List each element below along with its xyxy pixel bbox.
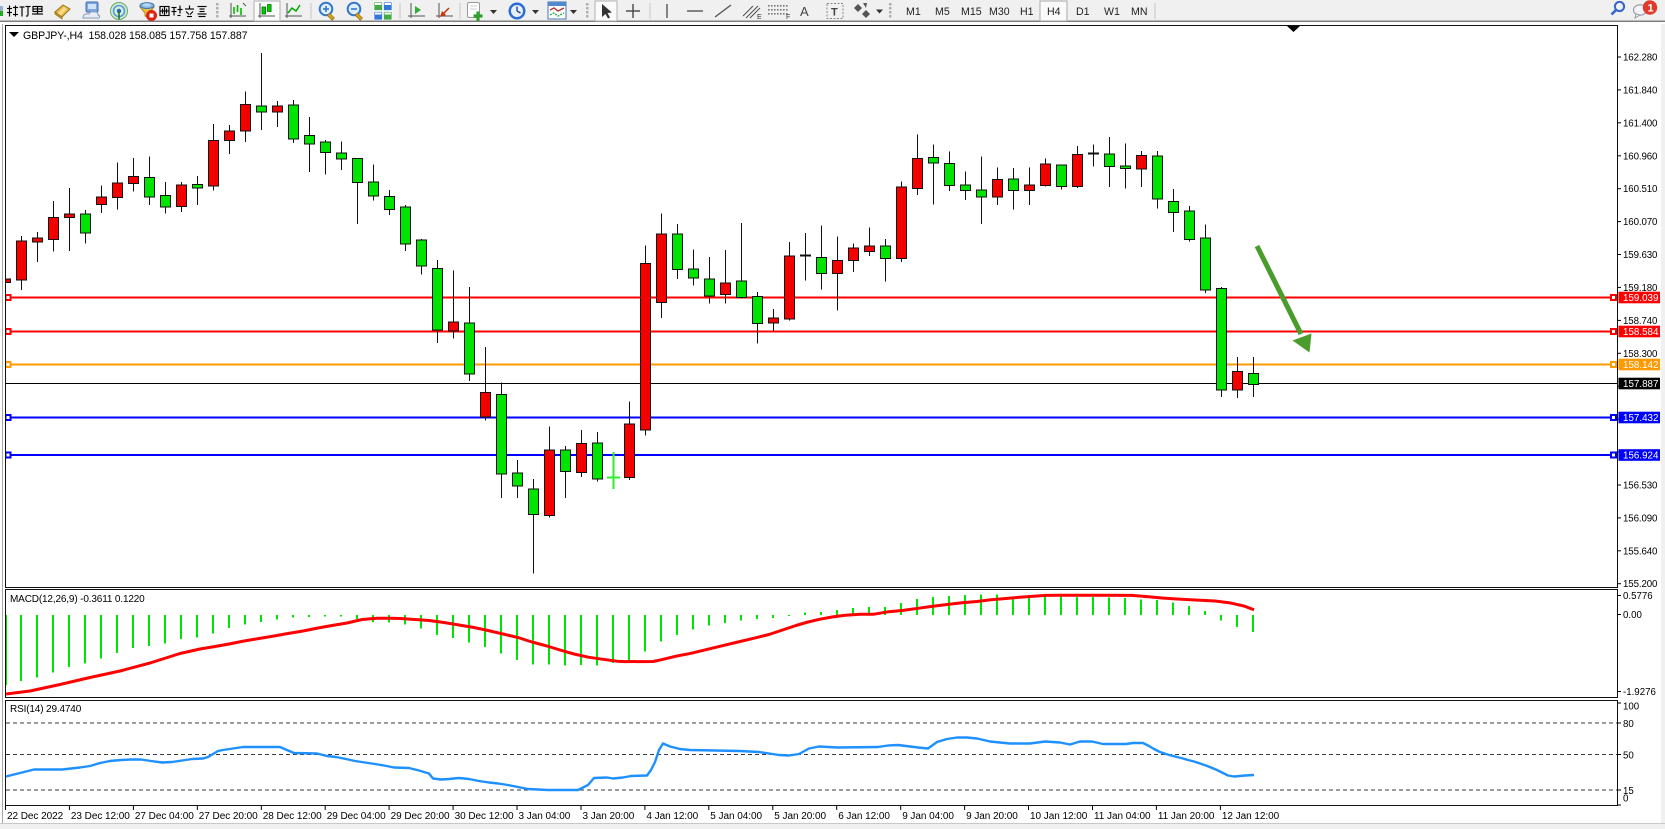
svg-text:22 Dec 2022: 22 Dec 2022 xyxy=(7,811,64,822)
svg-text:RSI(14) 29.4740: RSI(14) 29.4740 xyxy=(10,704,82,715)
svg-text:M5: M5 xyxy=(935,6,950,18)
svg-text:160.510: 160.510 xyxy=(1623,184,1658,195)
svg-text:11 Jan 04:00: 11 Jan 04:00 xyxy=(1094,811,1151,822)
svg-text:9 Jan 04:00: 9 Jan 04:00 xyxy=(902,811,954,822)
svg-text:T: T xyxy=(831,7,838,19)
svg-text:159.630: 159.630 xyxy=(1623,250,1658,261)
svg-text:161.840: 161.840 xyxy=(1623,85,1658,96)
svg-text:155.200: 155.200 xyxy=(1623,579,1658,590)
svg-text:5 Jan 20:00: 5 Jan 20:00 xyxy=(774,811,826,822)
svg-text:GBPJPY-,H4 158.028 158.085 15: GBPJPY-,H4 158.028 158.085 157.758 157.8… xyxy=(23,30,248,42)
svg-text:160.960: 160.960 xyxy=(1623,151,1658,162)
svg-text:0.5776: 0.5776 xyxy=(1623,591,1653,602)
svg-text:A: A xyxy=(800,4,809,19)
svg-text:160.070: 160.070 xyxy=(1623,217,1658,228)
svg-text:158.740: 158.740 xyxy=(1623,316,1658,327)
svg-text:D1: D1 xyxy=(1076,6,1090,18)
svg-text:10 Jan 12:00: 10 Jan 12:00 xyxy=(1030,811,1088,822)
svg-text:28 Dec 12:00: 28 Dec 12:00 xyxy=(263,811,322,822)
svg-text:155.640: 155.640 xyxy=(1623,546,1658,557)
svg-text:M1: M1 xyxy=(906,6,921,18)
svg-text:0: 0 xyxy=(1623,794,1629,805)
svg-text:9 Jan 20:00: 9 Jan 20:00 xyxy=(966,811,1018,822)
svg-text:157.432: 157.432 xyxy=(1623,413,1658,424)
svg-text:M15: M15 xyxy=(961,6,982,18)
svg-text:E: E xyxy=(757,14,762,21)
svg-text:158.584: 158.584 xyxy=(1623,327,1659,338)
svg-text:159.180: 159.180 xyxy=(1623,283,1658,294)
svg-text:15: 15 xyxy=(1623,786,1634,797)
svg-text:100: 100 xyxy=(1623,702,1640,713)
svg-text:6 Jan 12:00: 6 Jan 12:00 xyxy=(838,811,890,822)
svg-text:0.00: 0.00 xyxy=(1623,610,1642,621)
svg-text:H4: H4 xyxy=(1047,6,1061,18)
svg-text:162.280: 162.280 xyxy=(1623,53,1658,64)
svg-text:30 Dec 12:00: 30 Dec 12:00 xyxy=(455,811,514,822)
svg-text:12 Jan 12:00: 12 Jan 12:00 xyxy=(1222,811,1280,822)
svg-text:29 Dec 04:00: 29 Dec 04:00 xyxy=(327,811,386,822)
svg-text:3 Jan 04:00: 3 Jan 04:00 xyxy=(519,811,571,822)
svg-text:27 Dec 04:00: 27 Dec 04:00 xyxy=(135,811,194,822)
svg-text:23 Dec 12:00: 23 Dec 12:00 xyxy=(71,811,130,822)
svg-text:27 Dec 20:00: 27 Dec 20:00 xyxy=(199,811,258,822)
svg-text:-1.9276: -1.9276 xyxy=(1623,687,1656,698)
svg-text:MN: MN xyxy=(1131,6,1147,18)
svg-text:80: 80 xyxy=(1623,719,1634,730)
svg-text:MACD(12,26,9) -0.3611 0.1220: MACD(12,26,9) -0.3611 0.1220 xyxy=(10,594,145,605)
svg-text:29 Dec 20:00: 29 Dec 20:00 xyxy=(391,811,450,822)
svg-text:158.142: 158.142 xyxy=(1623,360,1658,371)
svg-text:H1: H1 xyxy=(1020,6,1034,18)
svg-text:158.300: 158.300 xyxy=(1623,349,1658,360)
svg-text:159.039: 159.039 xyxy=(1623,293,1658,304)
svg-text:M30: M30 xyxy=(989,6,1010,18)
svg-text:156.924: 156.924 xyxy=(1623,451,1659,462)
svg-text:156.530: 156.530 xyxy=(1623,481,1658,492)
svg-text:5 Jan 04:00: 5 Jan 04:00 xyxy=(710,811,762,822)
svg-text:1: 1 xyxy=(1648,3,1654,15)
svg-text:3 Jan 20:00: 3 Jan 20:00 xyxy=(583,811,635,822)
svg-text:156.090: 156.090 xyxy=(1623,513,1658,524)
svg-text:W1: W1 xyxy=(1104,6,1120,18)
svg-text:50: 50 xyxy=(1623,751,1634,762)
svg-text:4 Jan 12:00: 4 Jan 12:00 xyxy=(646,811,698,822)
svg-text:157.887: 157.887 xyxy=(1623,379,1658,390)
svg-text:11 Jan 20:00: 11 Jan 20:00 xyxy=(1158,811,1215,822)
svg-text:F: F xyxy=(786,14,790,21)
svg-text:161.400: 161.400 xyxy=(1623,118,1658,129)
